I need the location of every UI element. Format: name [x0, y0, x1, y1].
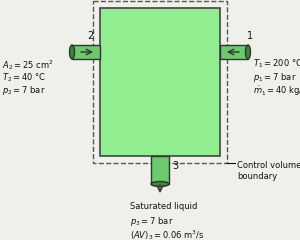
Text: boundary: boundary [237, 172, 277, 181]
Bar [100, 8, 220, 156]
Text: $T_2 = 40$ °C: $T_2 = 40$ °C [2, 71, 46, 84]
Text: $p_1 = 7$ bar: $p_1 = 7$ bar [253, 71, 296, 84]
Text: $T_1 = 200$ °C: $T_1 = 200$ °C [253, 58, 300, 71]
Text: Saturated liquid: Saturated liquid [130, 202, 197, 211]
Text: $A_2 = 25$ cm$^2$: $A_2 = 25$ cm$^2$ [2, 58, 54, 72]
Text: Control volume: Control volume [237, 161, 300, 170]
Ellipse shape [70, 45, 74, 59]
Bar [93, 1, 227, 163]
Ellipse shape [245, 45, 250, 59]
Ellipse shape [151, 181, 169, 186]
Bar [220, 45, 248, 59]
Text: $(AV)_3 = 0.06$ m$^3$/s: $(AV)_3 = 0.06$ m$^3$/s [130, 228, 205, 240]
Text: $\dot{m}_1 = 40$ kg/s: $\dot{m}_1 = 40$ kg/s [253, 84, 300, 98]
Text: $p_2 = 7$ bar: $p_2 = 7$ bar [2, 84, 46, 97]
Text: 3: 3 [172, 161, 178, 171]
Text: 1: 1 [247, 31, 253, 41]
Bar [72, 45, 100, 59]
Text: 2: 2 [87, 31, 93, 41]
Text: $p_3 = 7$ bar: $p_3 = 7$ bar [130, 215, 173, 228]
Bar [151, 156, 169, 184]
